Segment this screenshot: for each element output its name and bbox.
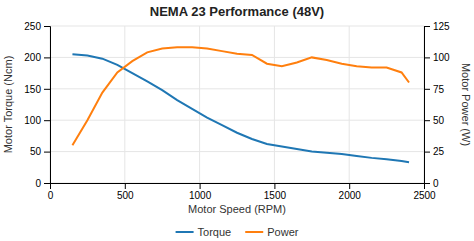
tick-mark	[44, 183, 50, 184]
tick: 50	[30, 146, 50, 157]
y2-axis: 0 25 50 75 100 125	[424, 21, 450, 189]
tick-mark	[424, 89, 430, 90]
tick-label: 2500	[413, 190, 436, 201]
grid-line-x	[274, 26, 275, 183]
grid-line-y	[50, 26, 424, 27]
tick: 1500	[264, 183, 287, 201]
tick: 0	[35, 178, 50, 189]
tick: 25	[424, 146, 445, 157]
tick-label: 0	[35, 178, 41, 189]
tick: 2000	[339, 183, 362, 201]
tick-label: 100	[433, 52, 450, 63]
series-line	[72, 47, 409, 145]
grid-line-x	[349, 26, 350, 183]
legend-swatch	[176, 231, 194, 233]
y-axis-title: Motor Torque (Ncm)	[2, 56, 14, 154]
tick-label: 50	[30, 146, 42, 157]
tick-label: 100	[24, 115, 41, 126]
tick: 150	[24, 84, 50, 95]
tick-mark	[44, 120, 50, 121]
x-axis-title: Motor Speed (RPM)	[188, 203, 286, 215]
tick-label: 0	[48, 190, 54, 201]
tick: 500	[117, 183, 134, 201]
tick-mark	[44, 26, 50, 27]
tick-mark	[274, 183, 275, 189]
tick-label: 500	[117, 190, 134, 201]
tick-label: 200	[24, 52, 41, 63]
tick: 75	[424, 84, 445, 95]
legend: Torque Power	[176, 226, 299, 238]
tick: 1000	[189, 183, 212, 201]
tick-mark	[44, 89, 50, 90]
axis-line	[51, 184, 425, 190]
tick: 0	[48, 183, 54, 201]
tick: 100	[24, 115, 50, 126]
tick-mark	[349, 183, 350, 189]
grid-line-y	[50, 57, 424, 58]
tick-mark	[44, 57, 50, 58]
chart: 0500100015002000250005010015020025002550…	[0, 0, 474, 241]
y2-axis-title: Motor Power (W)	[460, 63, 472, 146]
legend-label: Power	[267, 226, 299, 238]
tick-label: 1000	[189, 190, 212, 201]
tick: 200	[24, 52, 50, 63]
title: NEMA 23 Performance (48V)	[150, 4, 324, 19]
tick-mark	[424, 57, 430, 58]
tick-mark	[424, 152, 430, 153]
tick-mark	[424, 26, 430, 27]
legend-item: Power	[245, 226, 299, 238]
tick-label: 125	[433, 21, 450, 32]
grid-line-x	[199, 26, 200, 183]
tick-mark	[424, 183, 430, 184]
tick-label: 250	[24, 21, 41, 32]
tick: 125	[424, 21, 450, 32]
tick-label: 0	[433, 178, 439, 189]
grid-line-x	[124, 26, 125, 183]
tick-label: 150	[24, 84, 41, 95]
tick-mark	[44, 152, 50, 153]
series-line	[72, 54, 409, 162]
tick-label: 50	[433, 115, 445, 126]
grid	[50, 26, 424, 183]
x-axis: 0 500 1000 1500 2000 2500	[48, 183, 436, 201]
tick: 250	[24, 21, 50, 32]
tick-label: 1500	[264, 190, 287, 201]
legend-label: Torque	[198, 226, 232, 238]
legend-item: Torque	[176, 226, 232, 238]
tick-mark	[200, 183, 201, 189]
tick-label: 75	[433, 84, 445, 95]
axis-line	[44, 27, 51, 184]
tick-label: 2000	[339, 190, 362, 201]
grid-line-y	[50, 120, 424, 121]
grid-line-y	[50, 151, 424, 152]
axis-line	[425, 27, 431, 184]
tick-mark	[424, 120, 430, 121]
tick-label: 25	[433, 146, 445, 157]
tick: 0	[424, 178, 439, 189]
tick: 50	[424, 115, 445, 126]
y-axis: 0 50 100 150 200 250	[24, 21, 50, 189]
legend-swatch	[245, 231, 263, 233]
tick-mark	[125, 183, 126, 189]
tick: 100	[424, 52, 450, 63]
plot-area	[72, 47, 409, 162]
